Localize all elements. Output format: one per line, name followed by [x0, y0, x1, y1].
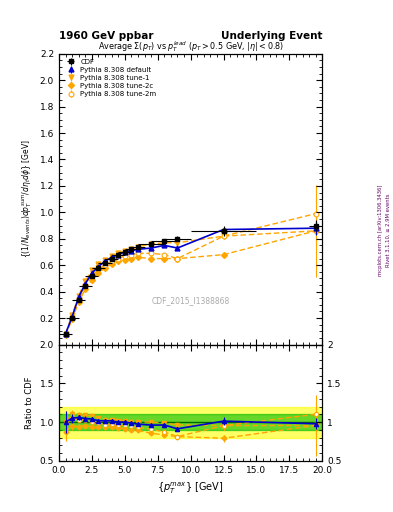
- Y-axis label: Ratio to CDF: Ratio to CDF: [25, 376, 34, 429]
- Bar: [59, 414, 322, 430]
- X-axis label: $\{p_T^{max}\}$ [GeV]: $\{p_T^{max}\}$ [GeV]: [157, 480, 224, 496]
- Text: Rivet 3.1.10, ≥ 2.9M events: Rivet 3.1.10, ≥ 2.9M events: [386, 194, 391, 267]
- Text: CDF_2015_I1388868: CDF_2015_I1388868: [151, 296, 230, 305]
- Title: Average $\Sigma(p_T)$ vs $p_T^{lead}$ ($p_T > 0.5$ GeV, $|\eta| < 0.8$): Average $\Sigma(p_T)$ vs $p_T^{lead}$ ($…: [97, 39, 284, 54]
- Legend: CDF, Pythia 8.308 default, Pythia 8.308 tune-1, Pythia 8.308 tune-2c, Pythia 8.3: CDF, Pythia 8.308 default, Pythia 8.308 …: [62, 57, 158, 98]
- Text: Underlying Event: Underlying Event: [221, 31, 322, 41]
- Bar: [59, 407, 322, 438]
- Text: 1960 GeV ppbar: 1960 GeV ppbar: [59, 31, 153, 41]
- Y-axis label: $\{(1/N_{events}) dp_T^{sum}/d\eta_t d\phi\}$ [GeV]: $\{(1/N_{events}) dp_T^{sum}/d\eta_t d\p…: [21, 140, 34, 259]
- Text: mcplots.cern.ch [arXiv:1306.3436]: mcplots.cern.ch [arXiv:1306.3436]: [378, 185, 383, 276]
